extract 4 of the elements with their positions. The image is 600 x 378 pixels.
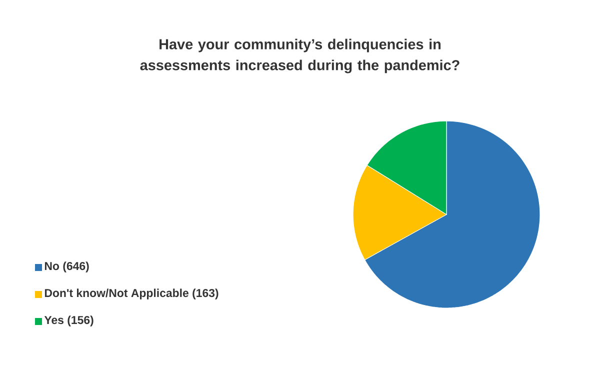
legend-label: Don't know/Not Applicable (163) — [44, 288, 218, 300]
legend-label: Yes (156) — [44, 316, 94, 326]
chart-title: Have your community’s delinquencies in assessments increased during the pandemic? — [140, 38, 460, 74]
legend-label: No (646) — [44, 262, 89, 272]
